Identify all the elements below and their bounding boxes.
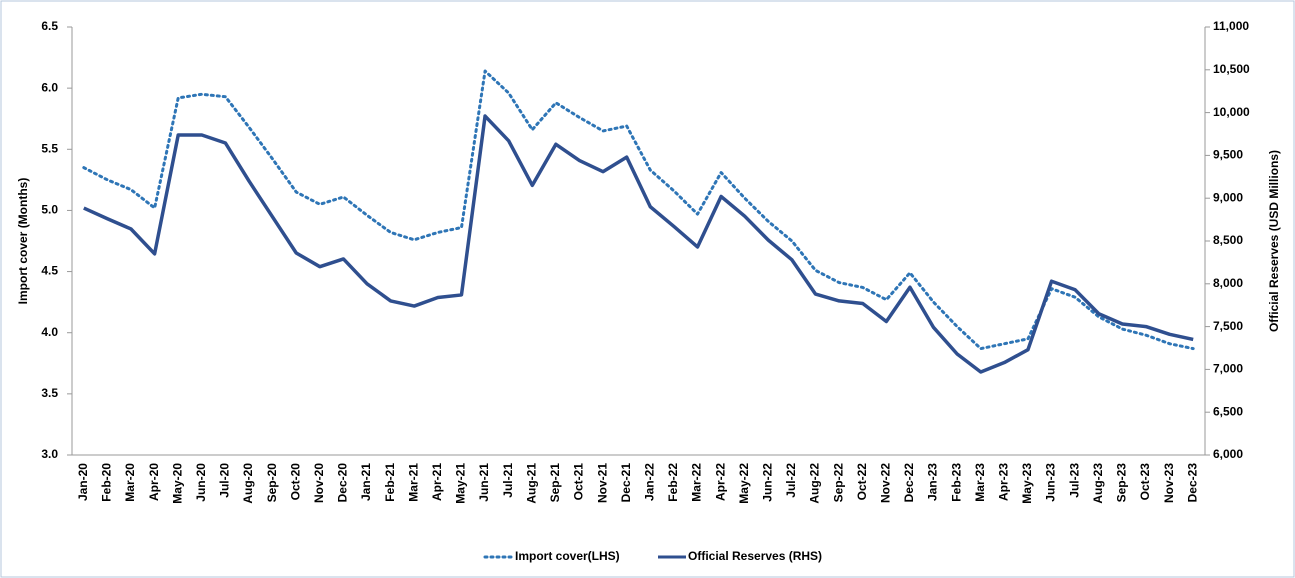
x-tick-label: Jun-23 xyxy=(1044,463,1058,502)
legend-label: Official Reserves (RHS) xyxy=(688,549,822,563)
x-tick-label: Dec-20 xyxy=(336,463,350,503)
x-tick-label: Nov-23 xyxy=(1162,463,1176,503)
y2-tick-label: 9,000 xyxy=(1213,190,1243,204)
x-tick-label: Dec-21 xyxy=(619,463,633,503)
y2-tick-label: 7,500 xyxy=(1213,319,1243,333)
x-tick-label: Sep-22 xyxy=(831,463,845,503)
y2-tick-label: 10,500 xyxy=(1213,62,1250,76)
x-tick-label: Jan-22 xyxy=(642,463,656,501)
x-tick-label: Sep-23 xyxy=(1115,463,1129,503)
y-tick-label: 5.0 xyxy=(41,203,58,217)
x-tick-label: Jan-21 xyxy=(359,463,373,501)
y2-tick-label: 11,000 xyxy=(1213,19,1249,33)
x-tick-label: Nov-20 xyxy=(312,463,326,503)
y-tick-label: 3.5 xyxy=(41,386,58,400)
x-tick-label: Oct-22 xyxy=(855,463,869,501)
x-tick-label: Mar-20 xyxy=(123,463,137,502)
y2-tick-label: 8,000 xyxy=(1213,276,1243,290)
x-tick-label: Jul-22 xyxy=(784,463,798,498)
x-tick-label: Feb-20 xyxy=(100,463,114,502)
y2-tick-label: 6,000 xyxy=(1213,447,1243,461)
x-tick-label: Oct-23 xyxy=(1138,463,1152,501)
y2-axis-title: Official Reserves (USD Millions) xyxy=(1267,150,1281,332)
x-tick-label: Nov-22 xyxy=(879,463,893,503)
x-tick-label: May-22 xyxy=(737,463,751,504)
x-tick-label: Dec-23 xyxy=(1185,463,1199,503)
x-tick-label: Jun-21 xyxy=(477,463,491,502)
x-tick-label: May-20 xyxy=(170,463,184,504)
y-tick-label: 3.0 xyxy=(41,447,58,461)
legend-label: Import cover(LHS) xyxy=(515,549,620,563)
y-tick-label: 5.5 xyxy=(41,141,58,155)
x-tick-label: May-23 xyxy=(1020,463,1034,504)
x-tick-label: Oct-20 xyxy=(288,463,302,501)
x-tick-label: Feb-21 xyxy=(383,463,397,502)
x-tick-label: Mar-22 xyxy=(690,463,704,502)
x-tick-label: Jan-20 xyxy=(76,463,90,501)
y2-tick-label: 7,000 xyxy=(1213,362,1243,376)
x-tick-label: Aug-23 xyxy=(1091,463,1105,504)
series-line xyxy=(83,114,1194,374)
x-tick-label: Jan-23 xyxy=(926,463,940,501)
x-tick-label: Aug-22 xyxy=(808,463,822,504)
x-tick-label: Jul-21 xyxy=(501,463,515,498)
x-tick-label: Mar-21 xyxy=(406,463,420,502)
x-tick-label: Aug-21 xyxy=(524,463,538,504)
x-tick-label: Nov-21 xyxy=(595,463,609,503)
series-line xyxy=(82,69,1195,351)
y2-tick-label: 6,500 xyxy=(1213,404,1243,418)
x-tick-label: Aug-20 xyxy=(241,463,255,504)
x-tick-label: Apr-20 xyxy=(147,463,161,501)
x-tick-label: Feb-22 xyxy=(666,463,680,502)
y-axis-title: Import cover (Months) xyxy=(16,178,30,305)
y-tick-label: 4.0 xyxy=(41,325,58,339)
x-tick-label: Mar-23 xyxy=(973,463,987,502)
x-tick-label: Apr-21 xyxy=(430,463,444,501)
x-tick-label: Oct-21 xyxy=(572,463,586,501)
y2-tick-label: 10,000 xyxy=(1213,105,1250,119)
y-tick-label: 6.0 xyxy=(41,80,58,94)
x-tick-label: Dec-22 xyxy=(902,463,916,503)
x-tick-label: Sep-20 xyxy=(265,463,279,503)
x-tick-label: Apr-22 xyxy=(713,463,727,501)
y2-tick-label: 8,500 xyxy=(1213,233,1243,247)
x-tick-label: Jul-23 xyxy=(1067,463,1081,498)
y-tick-label: 6.5 xyxy=(41,19,58,33)
y2-tick-label: 9,500 xyxy=(1213,148,1243,162)
x-tick-label: Sep-21 xyxy=(548,463,562,503)
y-tick-label: 4.5 xyxy=(41,264,58,278)
x-tick-label: May-21 xyxy=(454,463,468,504)
x-tick-label: Feb-23 xyxy=(949,463,963,502)
x-tick-label: Apr-23 xyxy=(997,463,1011,501)
x-tick-label: Jul-20 xyxy=(218,463,232,498)
x-tick-label: Jun-22 xyxy=(760,463,774,502)
x-tick-label: Jun-20 xyxy=(194,463,208,502)
